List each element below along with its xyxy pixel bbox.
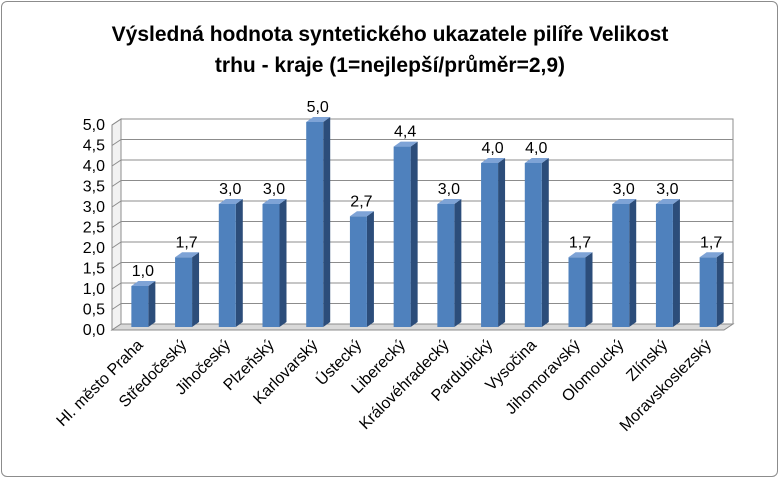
chart-title-line-2: trhu - kraje (1=nejlepší/průměr=2,9) [215, 54, 565, 77]
bar [306, 122, 324, 327]
y-tick-label: 2,0 [83, 240, 105, 257]
bar-top [612, 199, 637, 204]
gridline-depth [111, 282, 122, 290]
bar [437, 204, 455, 327]
bar-top [655, 199, 680, 204]
bar-side [323, 117, 331, 327]
data-label: 3,0 [263, 181, 285, 198]
y-tick-label: 1,0 [83, 281, 105, 298]
bar-top [524, 158, 549, 163]
bar-top [218, 199, 243, 204]
bar-top [262, 199, 287, 204]
bar [568, 257, 586, 327]
data-label: 3,0 [613, 181, 635, 198]
gridline-depth [111, 118, 122, 126]
gridline-depth [111, 139, 122, 146]
bar-side [541, 158, 549, 327]
bar-side [585, 252, 593, 327]
bar-side [410, 141, 418, 327]
floor [110, 323, 735, 331]
bar-top [437, 199, 462, 204]
bar-top [481, 158, 506, 163]
bar-side [629, 199, 637, 327]
gridline-depth [111, 200, 122, 208]
y-tick-label: 0,0 [83, 322, 105, 339]
gridline-depth [111, 262, 122, 269]
bar-side [366, 211, 374, 327]
bar [349, 216, 367, 327]
data-label: 4,0 [525, 140, 547, 157]
bar-side [716, 252, 724, 327]
bar-top [306, 117, 331, 122]
data-label: 1,7 [569, 234, 591, 251]
plot-area: 0,00,51,01,52,02,53,03,54,04,55,01,0Hl. … [54, 99, 735, 435]
bar-side [279, 199, 287, 327]
gridline-depth [111, 303, 122, 310]
bar [655, 204, 673, 327]
y-tick-label: 3,5 [83, 179, 105, 196]
bar [218, 204, 236, 327]
bar-top [568, 252, 593, 258]
data-label: 5,0 [307, 99, 329, 116]
y-tick-label: 1,5 [83, 261, 105, 278]
gridline-depth [111, 159, 122, 167]
bar [131, 286, 149, 327]
y-tick-label: 0,5 [83, 302, 105, 319]
y-tick-label: 4,5 [83, 138, 105, 155]
y-tick-label: 2,5 [83, 220, 105, 237]
bar [481, 163, 499, 327]
bar-side [454, 199, 462, 327]
y-tick-label: 5,0 [83, 117, 105, 134]
data-label: 4,4 [394, 124, 416, 141]
bar-side [235, 199, 243, 327]
bar [175, 257, 193, 327]
bar-top [349, 211, 374, 217]
data-label: 2,7 [350, 193, 372, 210]
bar [262, 204, 280, 327]
bar [612, 204, 630, 327]
bar-top [699, 252, 724, 258]
data-label: 3,0 [438, 181, 460, 198]
bar-side [498, 158, 506, 327]
gridline-depth [111, 241, 122, 249]
data-label: 1,7 [700, 234, 722, 251]
y-tick-label: 3,0 [83, 199, 105, 216]
bar [699, 257, 717, 327]
data-label: 4,0 [481, 140, 503, 157]
bar-top [175, 252, 200, 258]
data-label: 3,0 [219, 181, 241, 198]
bar-top [131, 281, 156, 286]
gridline-depth [111, 180, 122, 187]
data-label: 3,0 [656, 181, 678, 198]
bar [524, 163, 542, 327]
data-label: 1,7 [175, 234, 197, 251]
chart-title-line-1: Výsledná hodnota syntetického ukazatele … [112, 23, 669, 46]
bar [393, 146, 411, 327]
bar-side [672, 199, 680, 327]
y-tick-label: 4,0 [83, 158, 105, 175]
bar-side [192, 252, 200, 327]
data-label: 1,0 [132, 263, 154, 280]
gridline-depth [111, 221, 122, 228]
bar-top [393, 141, 418, 147]
bar-side [148, 281, 156, 327]
